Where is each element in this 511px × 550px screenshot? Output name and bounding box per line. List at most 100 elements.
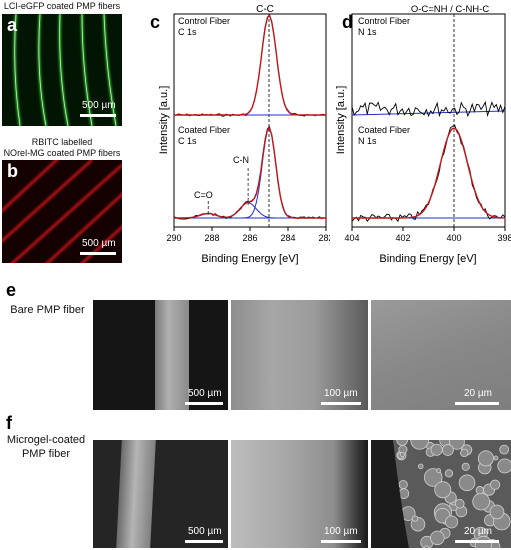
microgel-bubble [461,462,470,471]
panel-b-caption-line2: NOrel-MG coated PMP fibers [3,148,121,158]
panel-a-letter: a [7,15,18,35]
microgel-bubble [410,440,429,450]
microgel-bubble [445,515,459,529]
panel-d-tick-label-1: 402 [395,233,410,243]
microgel-bubble [497,458,511,474]
panel-c-fit-series-0 [174,14,326,116]
microgel-bubble [475,486,484,495]
panel-d-tick-label-2: 400 [446,233,461,243]
panel-c-raw-series-1 [173,125,327,220]
microgel-bubble [423,545,429,548]
panel-c-top-label-2: C 1s [178,27,197,37]
microgel-bubble [472,492,490,511]
panel-a-caption: LCI-eGFP coated PMP fibers [3,1,121,11]
panel-c-tick-label-0: 290 [166,233,181,243]
panel-d-raw-series-0 [351,100,506,118]
sem-bare-500um-scalebar [185,402,223,405]
sem-coated-20um: 20 µm [371,440,511,548]
sem-bare-20um-scalebar [455,402,499,405]
sem-bare-20um: 20 µm [371,300,511,410]
sem-bare-500um-label: 500 µm [188,388,222,399]
panel-f-letter: f [6,413,12,433]
panel-c-xlabel: Binding Energy [eV] [201,253,298,265]
panel-c-peak-label: C-C [256,4,274,15]
panel-f-row-label-2: PMP fiber [21,448,71,460]
panel-c-component-peak-0 [174,127,326,219]
microgel-bubble [417,463,424,470]
microgel-bubble [423,468,443,487]
panel-f-row-label-1: Microgel-coated [6,434,86,446]
microgel-bubble [430,530,445,546]
panel-d-xlabel: Binding Energy [eV] [379,253,476,265]
microgel-bubble [499,444,510,455]
red-fiber-stripes [2,160,122,263]
panel-d-tick-label-3: 398 [497,233,511,243]
sem-bare-20um-label: 20 µm [464,388,492,399]
panel-c-chart: c C-C Control Fiber C 1s Coated Fiber C … [150,4,330,265]
microgel-bubble [490,479,501,490]
panel-a-scale-label: 500 µm [82,100,116,111]
panel-c-letter: c [150,12,160,32]
microgel-bubble [436,468,442,474]
panel-b-caption-line1: RBITC labelled [31,137,93,147]
panel-b-scale-label: 500 µm [82,238,116,249]
microgel-bubble [396,440,408,446]
panel-c-top-label-1: Control Fiber [178,16,230,26]
panel-d-bottom-label-1: Coated Fiber [358,125,410,135]
panel-a-fluorescence-image: a 500 µm [2,14,122,126]
sem-coated-100um: 100 µm [231,440,368,548]
panel-d-chart: d O-C=NH / C-NH-C Control Fiber N 1s Coa… [335,4,511,265]
sem-coated-20um-scalebar [455,540,499,543]
sem-coated-500um-scalebar [185,540,223,543]
panel-d-fit-series-1 [352,127,505,219]
panel-b-scalebar [80,252,116,255]
panel-c-tick-label-4: 282 [318,233,330,243]
sem-bare-100um-scalebar [321,402,361,405]
panel-d-baseline-0 [351,110,506,116]
green-fiber-stripes [13,14,118,126]
sem-coated-500um: 500 µm [93,440,228,548]
microgel-bubble [493,455,499,461]
microgel-bubble [399,451,405,457]
panel-c-bottom-label-1: Coated Fiber [178,125,230,135]
panel-c-ylabel: Intensity [a.u.] [158,86,170,154]
microgel-bubble [434,481,452,499]
panel-c-fit-series-1 [174,126,326,219]
panel-d-tick-label-0: 404 [344,233,359,243]
panel-c-raw-series-0 [173,13,327,117]
panel-a-scalebar [80,114,116,117]
sem-bare-100um-label: 100 µm [324,388,358,399]
microgel-bubble [442,444,454,456]
sem-bare-500um: 500 µm [93,300,228,410]
panel-d-top-label-1: Control Fiber [358,16,410,26]
panel-d-bottom-label-2: N 1s [358,136,377,146]
panel-b-letter: b [7,161,18,181]
microgel-bubble [489,504,505,520]
sem-background-dark [371,440,409,548]
microgel-bubble [460,448,469,458]
panel-c-tick-label-1: 288 [204,233,219,243]
microgel-bubble [430,443,443,456]
panel-e-letter: e [6,280,17,300]
microgel-bubble [444,469,454,478]
microgel-bubble [398,479,408,490]
sem-coated-100um-scalebar [321,540,361,543]
panel-b-fluorescence-image: b 500 µm [2,160,122,263]
sem-coated-100um-label: 100 µm [324,526,358,537]
sem-bare-100um: 100 µm [231,300,368,410]
microgel-bubble [412,515,419,522]
panel-c-annotation-co: C=O [194,190,213,200]
microgel-bubble [454,498,465,509]
panel-d-peak-label: O-C=NH / C-NH-C [411,4,490,15]
sem-coated-500um-label: 500 µm [188,526,222,537]
panel-c-tick-label-2: 286 [242,233,257,243]
microgel-bubble [449,440,465,450]
panel-d-letter: d [342,12,353,32]
panel-c-annotation-cn: C-N [233,155,249,165]
microgel-bubble [458,474,476,492]
sem-coated-20um-label: 20 µm [464,526,492,537]
panel-c-tick-label-3: 284 [280,233,295,243]
panel-d-plot-frame [351,13,506,228]
microgel-bubble [477,450,494,467]
panel-e-row-label: Bare PMP fiber [10,304,85,316]
